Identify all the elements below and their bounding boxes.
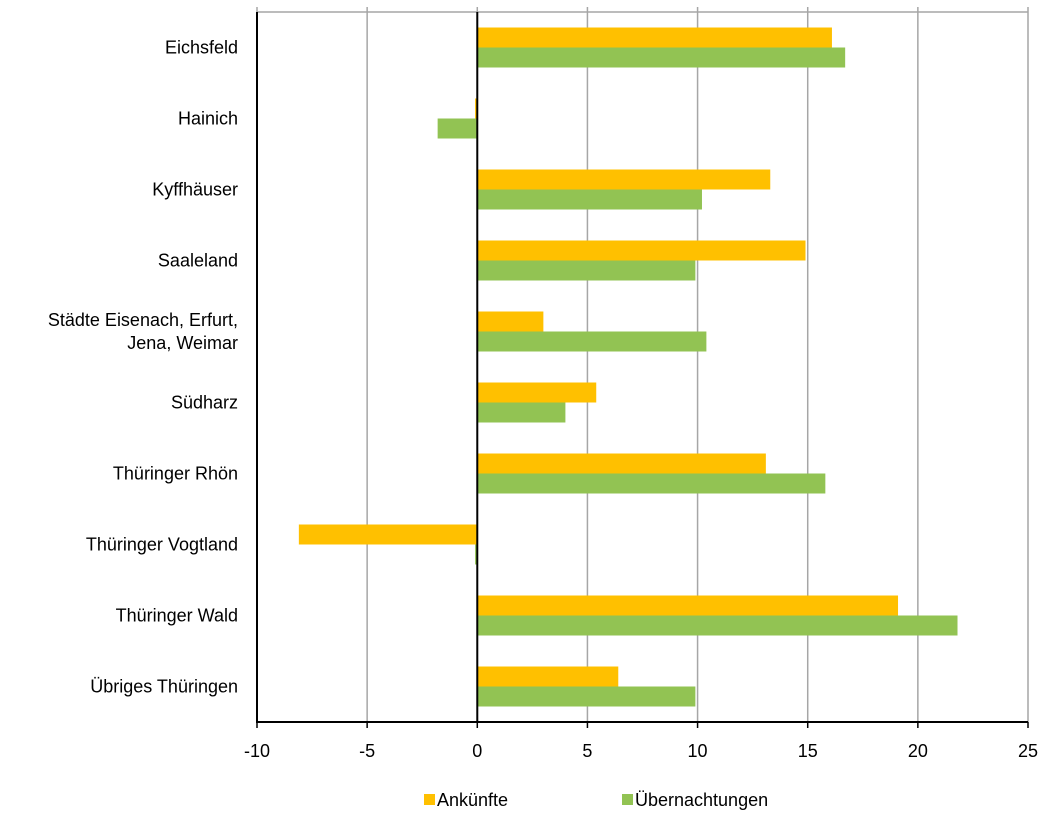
x-tick-label: 20: [908, 741, 928, 761]
legend: Ankünfte Übernachtungen: [424, 790, 768, 810]
category-label: Eichsfeld: [165, 38, 238, 58]
bar-ankuenfte: [298, 524, 478, 545]
category-label: Saaleland: [158, 251, 238, 271]
bar-uebernachtungen: [475, 544, 478, 565]
x-tick-label: 5: [582, 741, 592, 761]
category-label-line: Thüringer Vogtland: [86, 535, 238, 555]
bar-uebernachtungen: [477, 331, 707, 352]
gridlines: [256, 12, 1029, 722]
category-label-line: Städte Eisenach, Erfurt,: [48, 310, 238, 330]
category-label: Südharz: [171, 393, 238, 413]
legend-label-ankuenfte: Ankünfte: [437, 790, 508, 810]
category-label-line: Übriges Thüringen: [90, 677, 238, 697]
x-tick-label: -10: [244, 741, 270, 761]
bar-uebernachtungen: [477, 47, 846, 68]
category-label-line: Eichsfeld: [165, 38, 238, 58]
category-label-line: Hainich: [178, 109, 238, 129]
bar-ankuenfte: [477, 169, 771, 190]
legend-swatch-uebernachtungen: [622, 794, 633, 805]
category-label: Thüringer Vogtland: [86, 535, 238, 555]
bar-ankuenfte: [477, 382, 597, 403]
bar-ankuenfte: [477, 311, 544, 332]
x-tick-label: 25: [1018, 741, 1038, 761]
bar-ankuenfte: [477, 240, 806, 261]
bars: [298, 27, 958, 707]
bar-uebernachtungen: [477, 686, 696, 707]
category-label: Kyffhäuser: [152, 180, 238, 200]
legend-label-uebernachtungen: Übernachtungen: [635, 790, 768, 810]
x-tick-label: -5: [359, 741, 375, 761]
category-label: Thüringer Wald: [116, 606, 238, 626]
bar-ankuenfte: [477, 595, 899, 616]
category-label: Städte Eisenach, Erfurt, Jena, Weimar: [48, 310, 238, 353]
bar-uebernachtungen: [477, 473, 826, 494]
bar-ankuenfte: [477, 453, 766, 474]
bar-uebernachtungen: [477, 260, 696, 281]
x-tick-label: 10: [688, 741, 708, 761]
bar-uebernachtungen: [477, 189, 702, 210]
category-label: Thüringer Rhön: [113, 464, 238, 484]
bar-ankuenfte: [475, 98, 478, 119]
category-label-line: Thüringer Rhön: [113, 464, 238, 484]
x-tick-label: 15: [798, 741, 818, 761]
axes: [256, 7, 1029, 728]
category-label-line: Kyffhäuser: [152, 180, 238, 200]
bar-uebernachtungen: [437, 118, 478, 139]
category-labels: Eichsfeld Hainich Kyffhäuser Saaleland Städt…: [48, 38, 238, 697]
bar-uebernachtungen: [477, 402, 566, 423]
category-label-line: Südharz: [171, 393, 238, 413]
category-label-line: Thüringer Wald: [116, 606, 238, 626]
category-label-line: Jena, Weimar: [127, 333, 238, 353]
bar-uebernachtungen: [477, 615, 958, 636]
category-label-line: Saaleland: [158, 251, 238, 271]
category-label: Hainich: [178, 109, 238, 129]
legend-swatch-ankuenfte: [424, 794, 435, 805]
bar-ankuenfte: [477, 666, 619, 687]
bar-ankuenfte: [477, 27, 832, 48]
category-label: Übriges Thüringen: [90, 677, 238, 697]
x-tick-labels: -10 -5 0 5 10 15 20 25: [244, 741, 1038, 761]
x-tick-label: 0: [472, 741, 482, 761]
